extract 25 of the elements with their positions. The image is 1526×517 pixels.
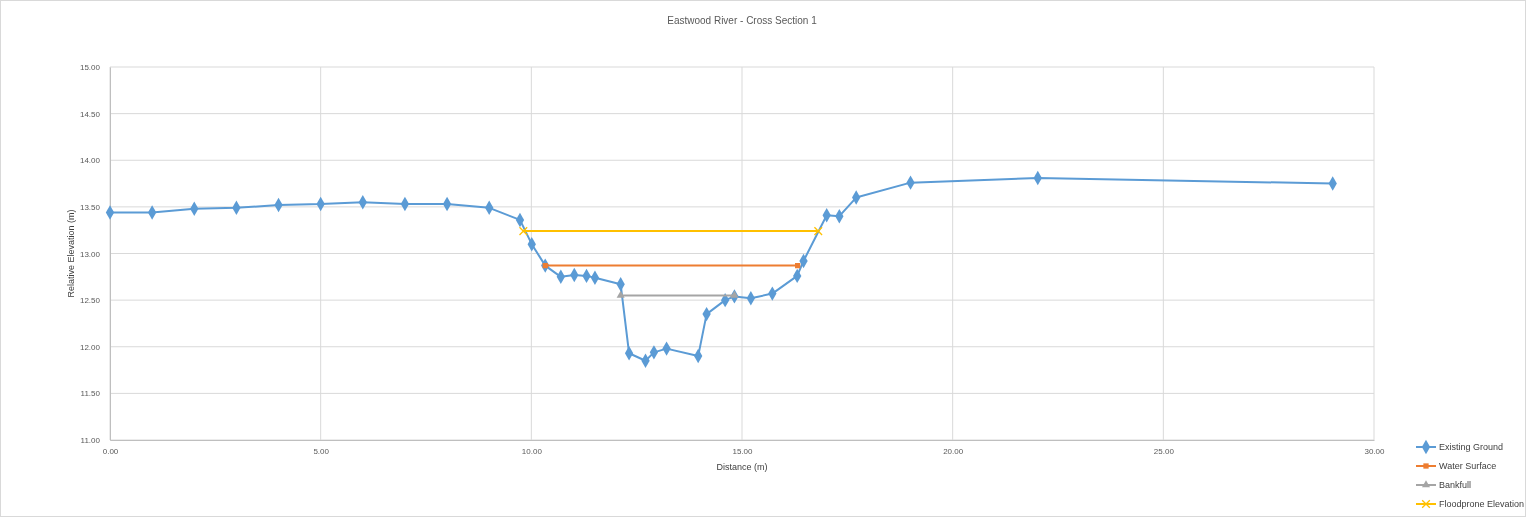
y-tick-label: 13.00 [79,249,101,259]
y-tick-label: 15.00 [79,63,101,73]
legend-label: Water Surface [1439,461,1497,471]
legend-label: Floodprone Elevation [1439,499,1525,509]
legend-label: Existing Ground [1439,442,1504,452]
x-tick-label: 15.00 [732,446,754,456]
y-tick-label: 11.00 [80,436,101,446]
x-axis-title: Distance (m) [716,462,768,472]
y-tick-label: 13.50 [79,202,101,212]
point [813,226,823,236]
x-tick-label: 25.00 [1153,446,1175,456]
x-tick-label: 0.00 [102,446,119,456]
x-tick-label: 10.00 [521,446,543,456]
y-tick-label: 12.00 [79,342,101,352]
y-tick-label: 14.50 [79,109,101,119]
y-tick-label: 12.50 [79,296,101,306]
y-tick-label: 14.00 [79,156,101,166]
point [518,226,528,236]
x-tick-label: 30.00 [1364,446,1386,456]
legend-label: Bankfull [1439,480,1472,490]
y-axis-title: Relative Elevation (m) [66,209,76,298]
chart-title: Eastwood River - Cross Section 1 [667,15,818,26]
x-tick-label: 5.00 [313,446,330,456]
x-tick-label: 20.00 [943,446,964,456]
y-tick-label: 11.50 [80,389,101,399]
